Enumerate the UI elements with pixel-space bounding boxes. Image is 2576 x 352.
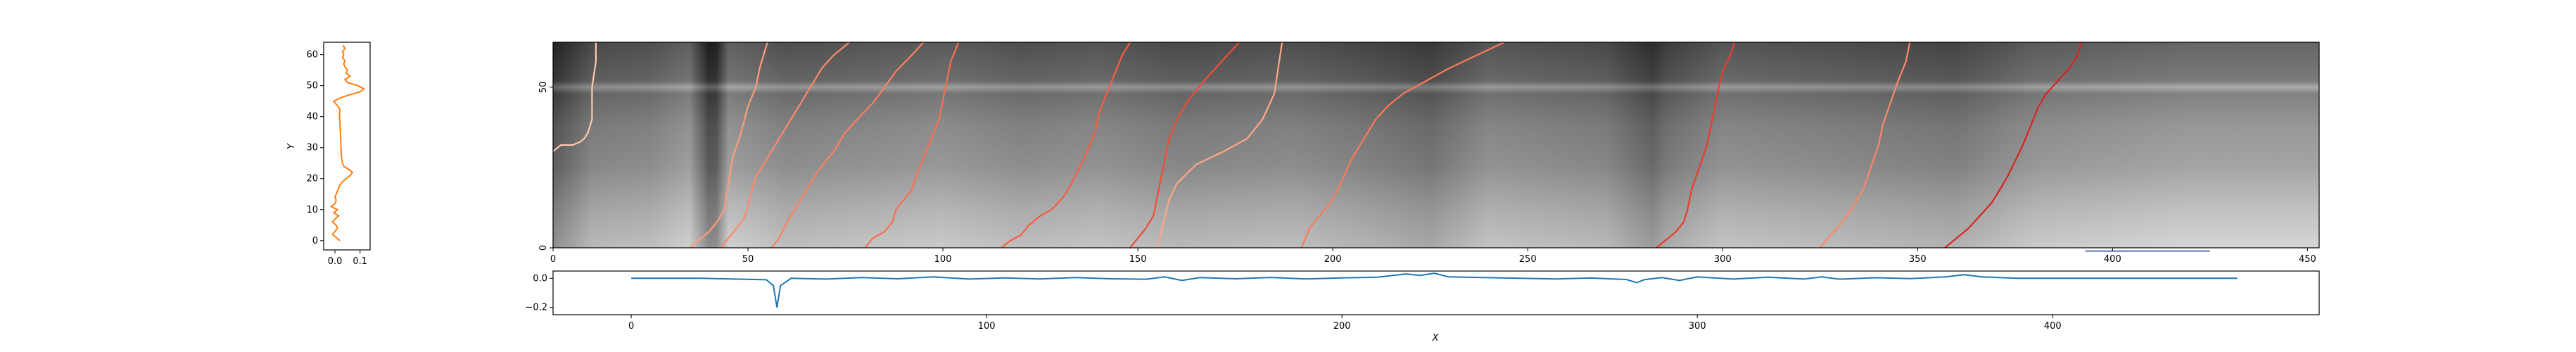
- bottom-x-tick-label: 200: [1333, 321, 1351, 332]
- trajectory-line-2: [720, 42, 850, 248]
- trajectory-line-3: [770, 42, 925, 248]
- bottom-x-tick-label: 0: [628, 321, 634, 332]
- left-profile-panel: 0.0 0.1 0 10 20 30 40 50 60 Y: [286, 42, 371, 267]
- left-x-tick-label: 0.0: [328, 256, 343, 267]
- heatmap-x-tick-label: 150: [1129, 254, 1147, 265]
- trajectory-line-10: [1819, 42, 1911, 248]
- heatmap-x-tick-label: 0: [550, 254, 556, 265]
- bottom-x-tick-label: 300: [1689, 321, 1706, 332]
- left-x-tick-label: 0.1: [353, 256, 367, 267]
- heatmap-x-tick-label: 300: [1714, 254, 1732, 265]
- heatmap-row-layer: [553, 42, 2319, 248]
- heatmap-trajectories: [553, 42, 2083, 248]
- trajectory-line-1: [689, 42, 768, 248]
- bottom-profile-frame: [552, 270, 2320, 315]
- trajectory-line-4: [864, 42, 960, 248]
- left-y-tick-label: 30: [306, 143, 318, 153]
- bottom-profile-line-0: [631, 272, 2238, 308]
- heatmap-x-tick-label: 50: [742, 254, 754, 265]
- heatmap-x-tick-label: 350: [1909, 254, 1927, 265]
- left-profile-y-ticks: 0 10 20 30 40 50 60: [306, 50, 324, 246]
- trajectory-line-7: [1156, 42, 1283, 248]
- bottom-x-tick-label: 400: [2044, 321, 2062, 332]
- bottom-profile-x-ticks: 0 100 200 300 400: [628, 315, 2062, 332]
- bottom-profile-panel: 0 100 200 300 400 0.0 −0.2 X: [525, 270, 2320, 344]
- heatmap-x-tick-label: 450: [2299, 254, 2316, 265]
- trajectory-line-11: [1944, 42, 2083, 248]
- left-profile-line-0: [329, 44, 365, 241]
- main-heatmap-panel: 0 50 100 150 200 250 300 350 400 450 0 50: [538, 42, 2320, 265]
- heatmap-x-tick-label: 250: [1519, 254, 1537, 265]
- left-profile-plot-area: [329, 44, 365, 241]
- bottom-y-tick-label: 0.0: [533, 273, 547, 284]
- left-profile-y-label: Y: [286, 143, 297, 149]
- trajectory-line-6: [1129, 42, 1241, 248]
- left-y-tick-label: 40: [306, 112, 318, 122]
- bottom-profile-plot-area: [631, 272, 2238, 308]
- heatmap-x-tick-label: 400: [2104, 254, 2121, 265]
- heatmap-x-tick-label: 200: [1324, 254, 1342, 265]
- heatmap-y-tick-label: 50: [538, 82, 549, 94]
- heatmap-frame: [552, 42, 2320, 249]
- trajectory-line-8: [1300, 42, 1505, 248]
- left-y-tick-label: 10: [306, 205, 318, 215]
- heatmap-image: [553, 42, 2319, 248]
- trajectory-line-5: [1001, 42, 1131, 248]
- left-y-tick-label: 50: [306, 81, 318, 92]
- left-y-tick-label: 60: [306, 50, 318, 61]
- heatmap-y-ticks: 0 50: [538, 82, 553, 251]
- bottom-x-tick-label: 100: [978, 321, 996, 332]
- trajectory-line-9: [1656, 42, 1735, 248]
- bottom-profile-x-label: X: [1432, 333, 1440, 344]
- heatmap-y-tick-label: 0: [538, 245, 549, 251]
- left-y-tick-label: 0: [312, 236, 318, 246]
- bottom-y-tick-label: −0.2: [525, 303, 547, 313]
- heatmap-x-ticks: 0 50 100 150 200 250 300 350 400 450: [550, 248, 2316, 265]
- left-profile-x-ticks: 0.0 0.1: [328, 250, 367, 267]
- heatmap-x-tick-label: 100: [934, 254, 952, 265]
- left-profile-frame: [323, 42, 371, 251]
- trajectory-line-0: [553, 42, 597, 152]
- bottom-profile-y-ticks: 0.0 −0.2: [525, 273, 553, 313]
- left-y-tick-label: 20: [306, 174, 318, 184]
